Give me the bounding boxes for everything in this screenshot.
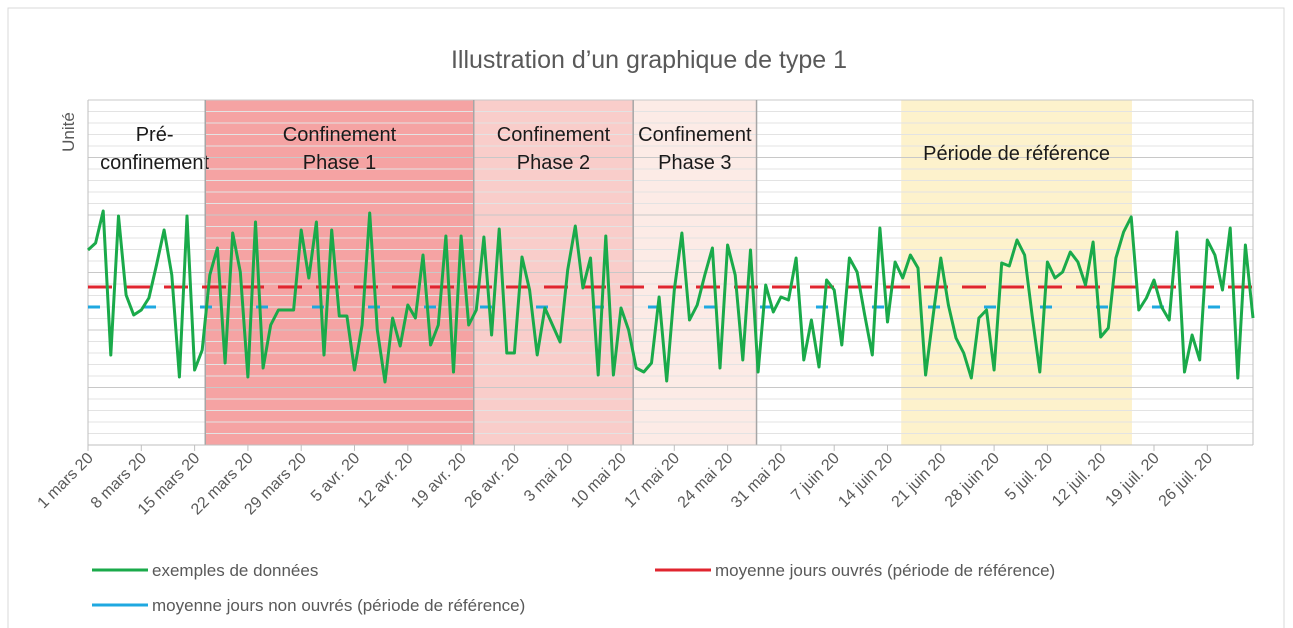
chart-title: Illustration d’un graphique de type 1: [451, 46, 847, 74]
legend-label: moyenne jours non ouvrés (période de réf…: [152, 596, 525, 615]
data-line: [86, 209, 1255, 384]
phase-label: Phase 1: [303, 152, 376, 174]
legend-label: exemples de données: [152, 561, 318, 580]
phase-label: Confinement: [497, 124, 611, 146]
phase-label: Pré-: [136, 124, 174, 146]
phase-label: Phase 3: [658, 152, 731, 174]
phase-label: Confinement: [638, 124, 752, 146]
phase-label: confinement: [100, 152, 209, 174]
y-axis-label: Unité: [59, 112, 78, 152]
phase-label: Confinement: [283, 124, 397, 146]
legend-label: moyenne jours ouvrés (période de référen…: [715, 561, 1055, 580]
phase-label: Phase 2: [517, 152, 590, 174]
phase-label: Période de référence: [923, 143, 1110, 165]
